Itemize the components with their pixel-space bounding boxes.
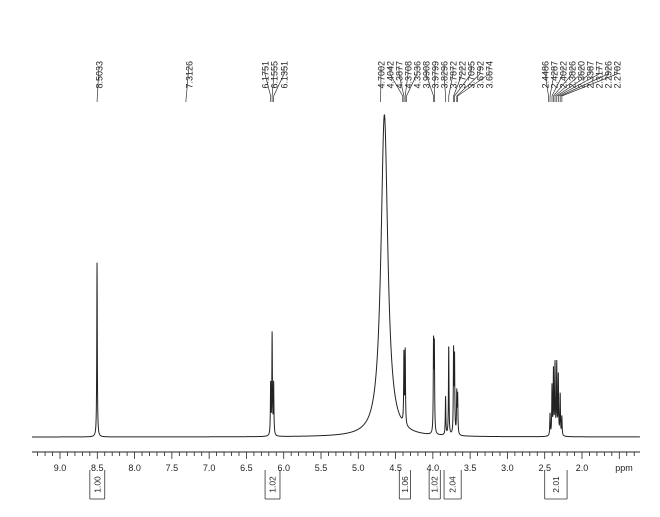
- peak-shift-label: 2.3826: [568, 61, 578, 89]
- integral-value: 1.06: [400, 476, 410, 493]
- x-tick-label: 6.5: [240, 463, 253, 473]
- peak-label-leader: [553, 66, 573, 102]
- peak-label-leader: [456, 66, 481, 102]
- x-tick-label: 3.0: [501, 463, 514, 473]
- spectrum-layer: [32, 114, 640, 438]
- peak-shift-label: 2.4287: [550, 61, 560, 89]
- peak-label-leader: [264, 66, 272, 102]
- integral-bracket: [428, 470, 441, 499]
- integral-bracket: [89, 470, 106, 499]
- peak-shift-label: 6.1351: [280, 61, 290, 89]
- x-tick-label: 8.0: [128, 463, 141, 473]
- peak-label-leader: [185, 65, 190, 103]
- x-tick-label: 7.0: [203, 463, 216, 473]
- peak-shift-label: 3.7872: [449, 61, 459, 89]
- peak-shift-label: 2.3177: [595, 61, 605, 89]
- x-tick-label: 3.5: [464, 463, 477, 473]
- x-tick-label: 2.0: [576, 463, 589, 473]
- x-tick-label: 8.5: [91, 463, 104, 473]
- integral-value: 1.02: [430, 476, 440, 493]
- peak-shift-label: 3.6674: [485, 61, 495, 89]
- x-tick-label: 5.5: [315, 463, 328, 473]
- peak-label-leader: [404, 66, 409, 102]
- peak-label-leader: [443, 66, 446, 102]
- integral-value: 2.01: [551, 476, 561, 493]
- peak-label-leader: [549, 66, 555, 102]
- peak-shift-label: 2.4486: [541, 61, 551, 89]
- peak-shift-label: 3.8296: [440, 61, 450, 89]
- integral-value: 1.00: [92, 476, 102, 493]
- peak-shift-label: 6.1555: [270, 61, 280, 89]
- peak-shift-label: 2.2926: [604, 61, 614, 89]
- peak-label-leader: [273, 66, 285, 102]
- x-tick-label: 4.0: [427, 463, 440, 473]
- peak-label-leader: [454, 66, 472, 102]
- peak-label-layer: 8.5033 7.3126 6.1751 6.1555 6.1351 4.7002 4.40…: [95, 61, 623, 103]
- peak-label-leader: [551, 66, 564, 102]
- x-tick-label: 2.5: [538, 463, 551, 473]
- peak-label-leader: [448, 66, 454, 102]
- peak-shift-label: 3.7222: [458, 61, 468, 89]
- x-axis: 9.0 8.5 8.0 7.5 7.0 6.5 6.0 5.5 5.0 4.5 4.0 3.5 3.0 2…: [32, 451, 640, 473]
- integral-value: 2.04: [448, 476, 458, 493]
- x-tick-label: 9.0: [54, 463, 67, 473]
- peak-label-leader: [406, 66, 418, 102]
- peak-label-leader: [554, 66, 582, 102]
- integral-value: 1.02: [268, 476, 278, 493]
- peak-label-leader: [425, 66, 434, 102]
- integral-bracket: [264, 470, 281, 499]
- integral-bracket: [398, 470, 411, 499]
- peak-label-leader: [561, 66, 618, 102]
- peak-shift-label: 8.5033: [95, 61, 105, 89]
- peak-shift-label: 7.3126: [185, 61, 195, 89]
- x-tick-label: 7.5: [166, 463, 179, 473]
- peak-label-leader: [434, 66, 436, 102]
- peak-shift-label: 4.7002: [377, 61, 387, 89]
- peak-label-leader: [398, 66, 405, 102]
- spectrum-trace: [32, 114, 640, 438]
- peak-shift-label: 2.4022: [559, 61, 569, 89]
- peak-label-leader: [389, 66, 404, 102]
- peak-label-leader: [556, 66, 591, 102]
- x-tick-label: 4.5: [389, 463, 402, 473]
- peak-shift-label: 2.3620: [577, 61, 587, 89]
- peak-label-leader: [557, 66, 600, 102]
- peak-label-leader: [544, 66, 549, 102]
- x-tick-label: 5.0: [352, 463, 365, 473]
- integral-layer: 1.00 1.02 1.06 1.02 2.04 2.01: [89, 470, 568, 500]
- peak-label-leader: [96, 65, 100, 103]
- peak-shift-label: 4.3708: [404, 61, 414, 89]
- peak-shift-label: 2.2702: [613, 61, 623, 89]
- x-axis-label: ppm: [615, 463, 633, 473]
- peak-label-leader: [453, 66, 463, 102]
- peak-shift-label: 3.6792: [476, 61, 486, 89]
- x-tick-label: 6.0: [277, 463, 290, 473]
- peak-label-leader: [271, 66, 275, 102]
- peak-shift-label: 3.7095: [467, 61, 477, 89]
- integral-bracket: [443, 470, 462, 499]
- peak-shift-label: 2.3387: [586, 61, 596, 89]
- peak-label-leader: [457, 66, 490, 102]
- integral-bracket: [544, 470, 568, 499]
- peak-label-leader: [559, 66, 609, 102]
- peak-shift-label: 4.3536: [413, 61, 423, 89]
- peak-shift-label: 3.9799: [431, 61, 441, 89]
